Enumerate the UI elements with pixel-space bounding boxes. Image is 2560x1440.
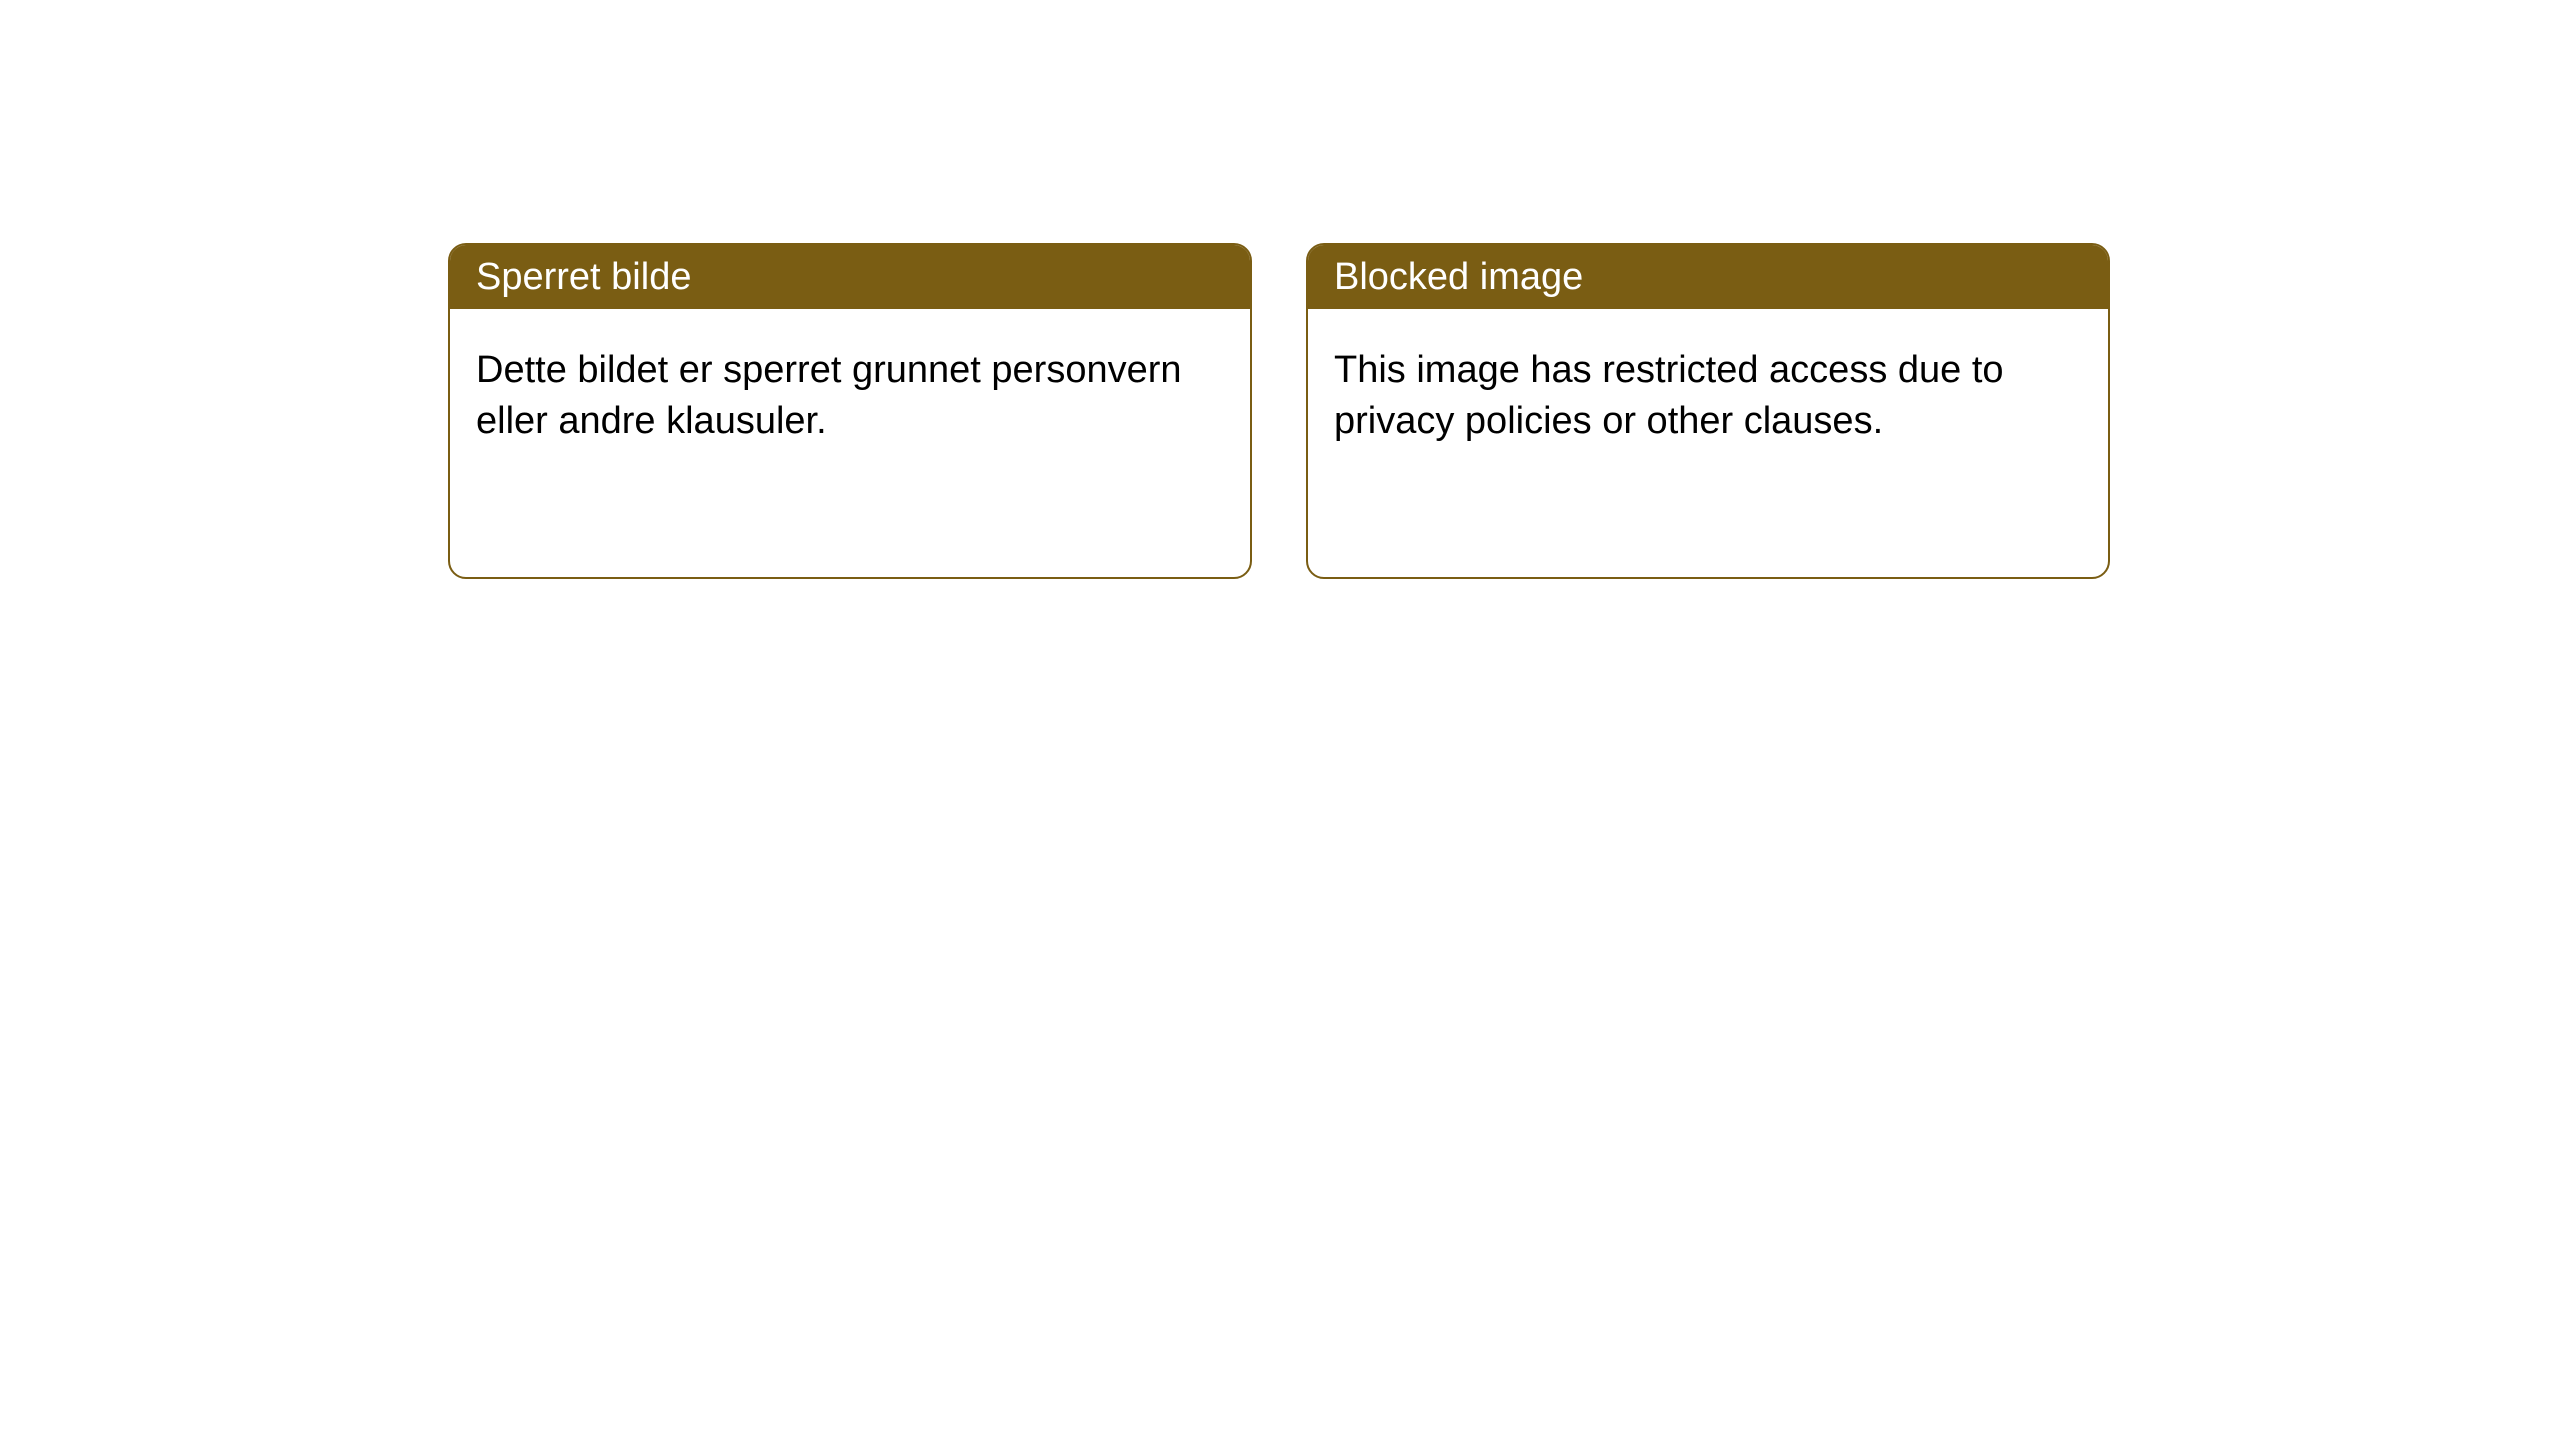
card-title: Sperret bilde	[476, 256, 691, 299]
blocked-image-card-norwegian: Sperret bilde Dette bildet er sperret gr…	[448, 243, 1252, 579]
cards-container: Sperret bilde Dette bildet er sperret gr…	[0, 0, 2560, 579]
blocked-image-card-english: Blocked image This image has restricted …	[1306, 243, 2110, 579]
card-body-text: This image has restricted access due to …	[1334, 349, 2004, 442]
card-body: This image has restricted access due to …	[1308, 309, 2108, 484]
card-header: Sperret bilde	[450, 245, 1250, 309]
card-header: Blocked image	[1308, 245, 2108, 309]
card-title: Blocked image	[1334, 256, 1583, 299]
card-body: Dette bildet er sperret grunnet personve…	[450, 309, 1250, 484]
card-body-text: Dette bildet er sperret grunnet personve…	[476, 349, 1182, 442]
